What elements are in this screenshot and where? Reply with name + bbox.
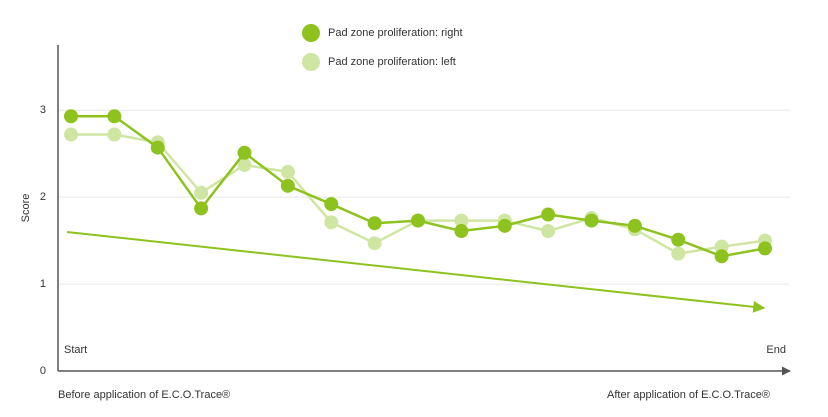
data-point	[194, 201, 209, 216]
data-point	[324, 215, 339, 230]
legend-label: Pad zone proliferation: left	[328, 56, 456, 68]
data-point	[367, 216, 382, 231]
data-point	[237, 157, 252, 172]
data-point	[758, 241, 772, 256]
legend-marker	[302, 24, 320, 42]
data-point	[584, 213, 599, 228]
data-point	[194, 185, 209, 200]
series-line	[71, 115, 766, 258]
y-axis-label: Score	[20, 194, 32, 223]
data-point	[671, 246, 686, 261]
data-point	[454, 224, 469, 239]
data-point	[367, 236, 382, 251]
y-tick-label: 2	[40, 191, 46, 203]
data-point	[454, 213, 469, 228]
data-point	[107, 127, 122, 142]
data-point	[627, 218, 642, 233]
series-line	[71, 133, 766, 255]
y-tick-label: 1	[40, 278, 46, 290]
legend-marker	[302, 53, 320, 71]
trend-arrow	[66, 231, 766, 313]
data-point	[64, 127, 78, 142]
annotation: Before application of E.C.O.Trace®	[58, 389, 230, 401]
data-point	[150, 140, 165, 155]
annotation: After application of E.C.O.Trace®	[607, 389, 770, 401]
data-point	[497, 218, 512, 233]
data-point	[714, 249, 729, 264]
y-tick-label: 0	[40, 365, 46, 377]
data-point	[237, 145, 252, 160]
data-point	[280, 164, 295, 179]
data-point	[324, 197, 339, 212]
data-point	[671, 232, 686, 247]
y-tick-label: 3	[40, 104, 46, 116]
data-point	[107, 109, 122, 124]
data-point	[541, 207, 556, 222]
data-point	[280, 178, 295, 193]
data-point	[411, 213, 425, 228]
x-tick-label: End	[766, 344, 786, 356]
legend-label: Pad zone proliferation: right	[328, 27, 463, 39]
x-tick-label: Start	[64, 344, 87, 356]
data-point	[541, 224, 556, 239]
data-point	[64, 109, 78, 124]
data-point	[714, 239, 729, 254]
